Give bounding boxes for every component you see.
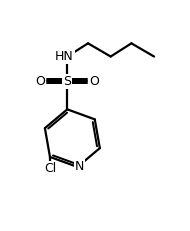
Text: O: O: [36, 75, 45, 88]
Text: N: N: [75, 160, 84, 173]
Text: Cl: Cl: [44, 162, 56, 175]
Text: S: S: [63, 75, 71, 88]
Text: HN: HN: [55, 50, 74, 63]
Text: O: O: [89, 75, 99, 88]
